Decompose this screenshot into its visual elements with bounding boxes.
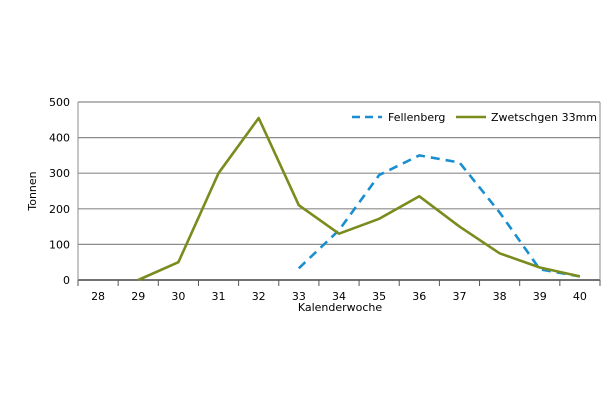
- y-axis-title: Tonnen: [26, 171, 39, 211]
- x-tick-label: 37: [452, 290, 466, 303]
- y-axis: 0 100 200 300 400 500: [49, 96, 70, 287]
- x-tick-label: 33: [292, 290, 306, 303]
- x-tick-label: 35: [372, 290, 386, 303]
- x-axis-title: Kalenderwoche: [298, 301, 383, 314]
- grid-lines: [77, 101, 601, 281]
- series-line-1: [137, 116, 581, 282]
- x-tick-label: 36: [412, 290, 426, 303]
- x-tick-label: 28: [91, 290, 105, 303]
- x-tick-label: 34: [332, 290, 346, 303]
- x-tick-label: 31: [212, 290, 226, 303]
- x-tick-label: 30: [171, 290, 185, 303]
- x-tick-label: 38: [493, 290, 507, 303]
- x-tick-label: 32: [252, 290, 266, 303]
- legend-label-zwetschgen: Zwetschgen 33mm: [491, 111, 597, 124]
- series-line-0: [297, 154, 581, 278]
- y-tick-label: 300: [49, 167, 70, 180]
- y-tick-label: 400: [49, 132, 70, 145]
- series-layer: [137, 116, 581, 282]
- y-tick-label: 0: [63, 274, 70, 287]
- legend: Fellenberg Zwetschgen 33mm: [352, 111, 597, 124]
- x-axis: 28 29 30 31 32 33 34 35 36 37 38 39 40: [77, 280, 601, 303]
- x-tick-label: 40: [573, 290, 587, 303]
- x-tick-label: 39: [533, 290, 547, 303]
- y-tick-label: 500: [49, 96, 70, 109]
- y-tick-label: 200: [49, 203, 70, 216]
- legend-label-fellenberg: Fellenberg: [388, 111, 445, 124]
- y-tick-label: 100: [49, 238, 70, 251]
- x-tick-label: 29: [131, 290, 145, 303]
